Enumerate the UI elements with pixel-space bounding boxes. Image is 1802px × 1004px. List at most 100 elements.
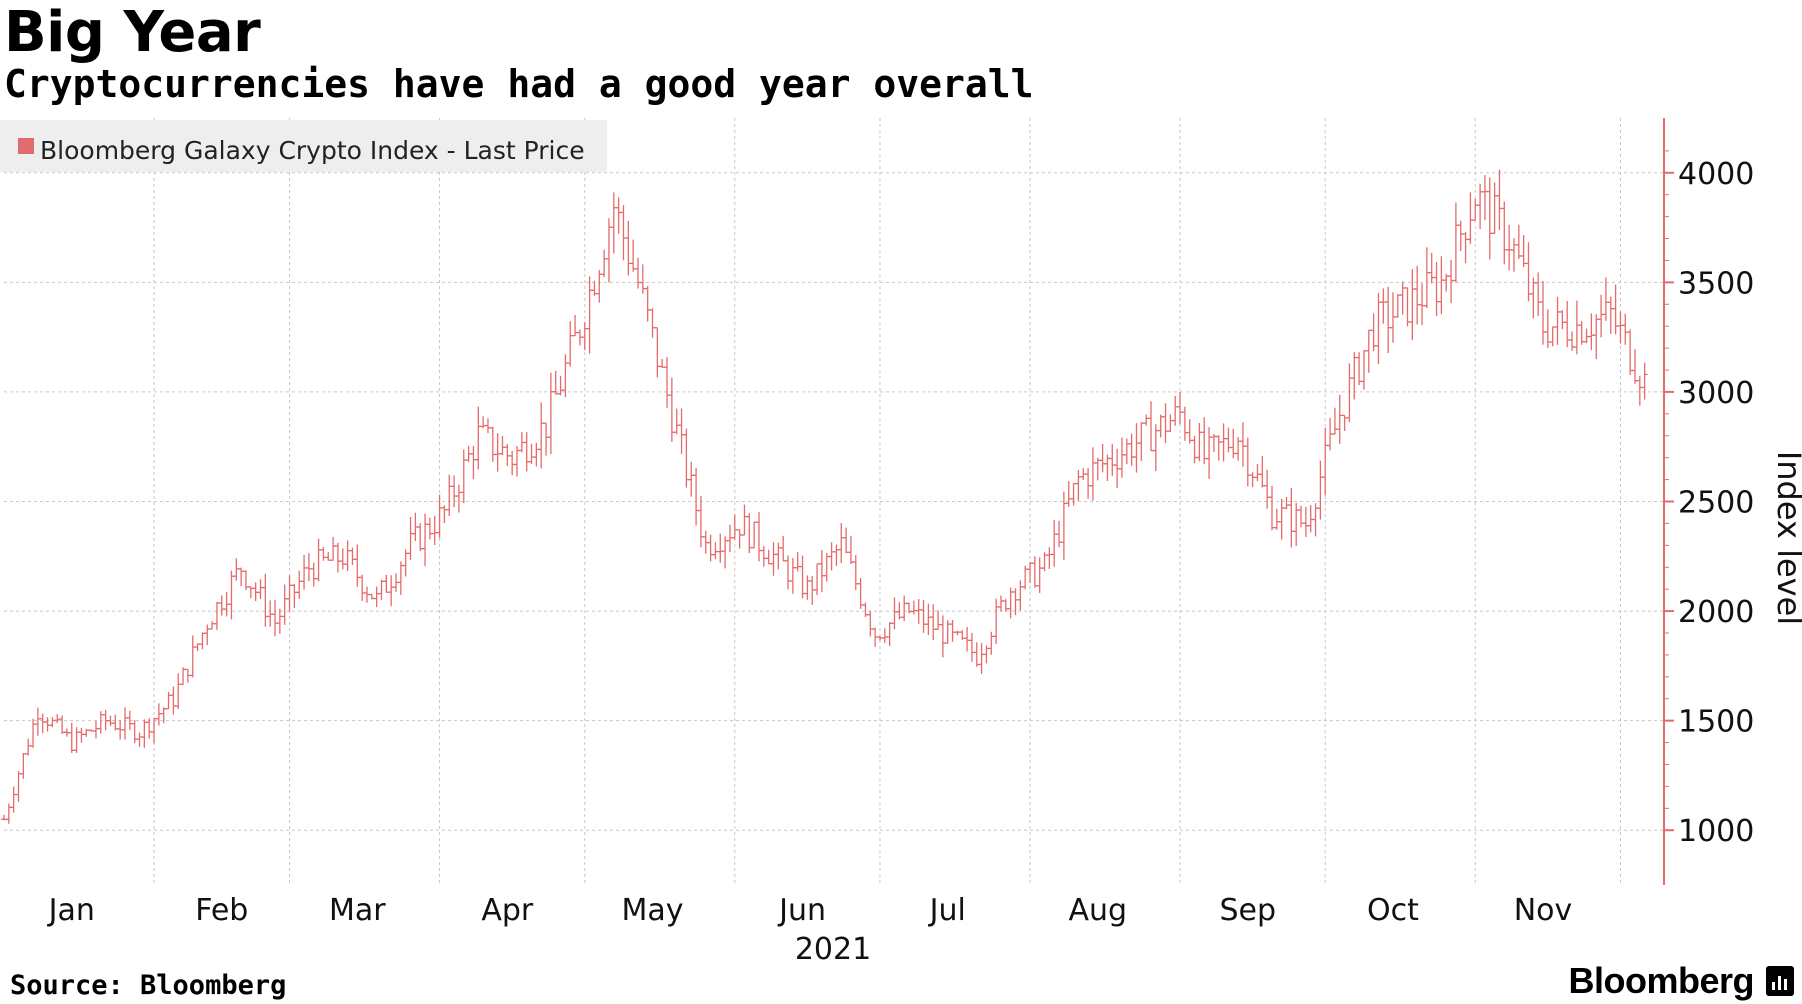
ohlc-bar <box>1612 284 1619 335</box>
ohlc-bar <box>939 615 946 658</box>
ohlc-bar <box>407 516 414 561</box>
ohlc-bar <box>301 554 308 590</box>
ohlc-bar <box>1181 406 1188 441</box>
ohlc-bar <box>1404 287 1411 327</box>
ohlc-bar <box>1152 424 1159 472</box>
ohlc-bar <box>601 249 608 278</box>
ohlc-bar <box>833 544 840 566</box>
ohlc-bar <box>1598 294 1605 338</box>
ohlc-bar <box>218 595 225 616</box>
ohlc-bar <box>697 495 704 548</box>
ohlc-bar <box>780 535 787 562</box>
ohlc-bar <box>480 416 487 429</box>
ohlc-bar <box>204 624 211 646</box>
ohlc-bar <box>155 703 162 726</box>
ohlc-bar <box>1602 277 1609 321</box>
ohlc-bar <box>78 727 85 743</box>
ohlc-bar <box>707 534 714 562</box>
ohlc-bar <box>1331 407 1338 435</box>
bar-chart-icon <box>1766 966 1794 996</box>
ohlc-bar <box>688 461 695 497</box>
ohlc-bar <box>15 771 22 803</box>
ohlc-bar <box>1056 520 1063 548</box>
y-tick-label: 1000 <box>1678 814 1754 849</box>
ohlc-bar <box>10 786 17 813</box>
ohlc-bar <box>1046 547 1053 569</box>
ohlc-bar <box>1569 331 1576 351</box>
ohlc-bar <box>136 732 143 747</box>
ohlc-bar <box>68 722 75 753</box>
ohlc-bar <box>964 626 971 652</box>
x-axis: Jan Feb Mar Apr May Jun Jul Aug Sep Oct Nov <box>47 893 1573 928</box>
ohlc-bar <box>1365 329 1372 373</box>
ohlc-bar <box>1133 423 1140 473</box>
ohlc-bar <box>5 803 12 824</box>
ohlc-bar <box>460 449 467 504</box>
ohlc-bar <box>1573 300 1580 355</box>
ohlc-bar <box>1085 468 1092 499</box>
ohlc-bar <box>1123 438 1130 465</box>
y-tick-label: 3000 <box>1678 376 1754 411</box>
ohlc-bar <box>281 584 288 625</box>
ohlc-bar <box>334 542 341 573</box>
ohlc-bar <box>843 527 850 554</box>
ohlc-bar <box>717 533 724 563</box>
ohlc-bar <box>257 579 264 600</box>
ohlc-bar <box>170 686 177 715</box>
ohlc-bar <box>1535 272 1542 316</box>
ohlc-bar <box>422 513 429 567</box>
ohlc-bar <box>891 597 898 630</box>
ohlc-bar <box>586 276 593 354</box>
ohlc-bar <box>533 442 540 467</box>
ohlc-bar <box>1510 238 1517 272</box>
ohlc-bar <box>775 542 782 570</box>
ohlc-bars <box>1 169 1648 824</box>
ohlc-bar <box>1462 232 1469 264</box>
ohlc-bar <box>1452 202 1459 283</box>
ohlc-bar <box>1322 427 1329 496</box>
ohlc-bar <box>1307 505 1314 533</box>
ohlc-bar <box>354 544 361 587</box>
ohlc-bar <box>146 718 153 739</box>
ohlc-bar <box>649 308 656 338</box>
ohlc-bar <box>286 575 293 612</box>
ohlc-bar <box>1506 224 1513 271</box>
ohlc-bar <box>1346 363 1353 423</box>
x-tick-label: Oct <box>1367 893 1419 928</box>
ohlc-bar <box>751 521 758 549</box>
ohlc-bar <box>954 630 961 636</box>
ohlc-bar <box>1147 401 1154 452</box>
ohlc-bar <box>1472 199 1479 221</box>
ohlc-bar <box>770 542 777 576</box>
ohlc-bar <box>339 548 346 570</box>
ohlc-bar <box>935 610 942 630</box>
ohlc-bar <box>547 372 554 455</box>
ohlc-bar <box>1491 182 1498 234</box>
ohlc-bar <box>901 595 908 622</box>
y-axis: 1000 1500 2000 2500 3000 3500 4000 <box>1663 118 1754 885</box>
ohlc-bar <box>238 567 245 587</box>
ohlc-bar <box>804 575 811 600</box>
ohlc-bar <box>1317 460 1324 520</box>
ohlc-bar <box>1438 256 1445 315</box>
legend: Bloomberg Galaxy Crypto Index - Last Pri… <box>0 120 607 172</box>
ohlc-bar <box>881 628 888 643</box>
x-tick-label: May <box>621 893 683 928</box>
ohlc-bar <box>794 551 801 572</box>
ohlc-bar <box>1278 498 1285 540</box>
ohlc-bar <box>73 727 80 753</box>
ohlc-bar <box>1423 247 1430 309</box>
ohlc-bar <box>973 642 980 667</box>
year-label: 2021 <box>795 932 871 967</box>
ohlc-bar <box>310 562 317 587</box>
ohlc-bar <box>993 598 1000 645</box>
ohlc-bar <box>659 358 666 368</box>
ohlc-bar <box>44 717 51 732</box>
ohlc-bar <box>272 599 279 637</box>
ohlc-bar <box>693 468 700 526</box>
ohlc-bar <box>213 601 220 630</box>
y-axis-title: Index level <box>1770 451 1802 625</box>
ohlc-bar <box>538 402 545 469</box>
ohlc-bar <box>1631 349 1638 384</box>
ohlc-bar <box>489 426 496 462</box>
